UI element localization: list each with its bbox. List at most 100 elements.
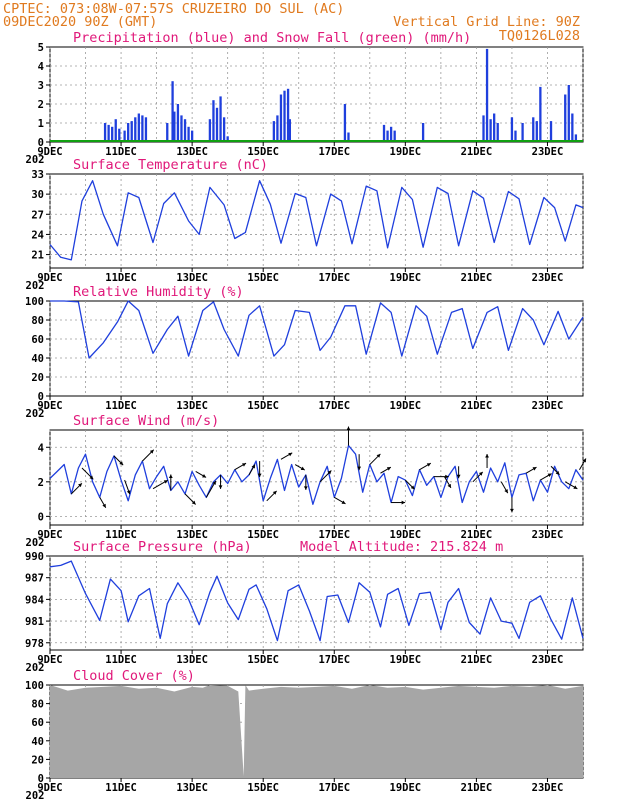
station-header: CPTEC: 073:08W-07:57S CRUZEIRO DO SUL (A… — [3, 1, 344, 17]
precip-bar — [180, 115, 183, 142]
precip-bar — [386, 130, 389, 142]
precip-bar — [389, 126, 393, 142]
wind-arrow — [234, 462, 247, 471]
x-tick-label: 11DEC — [105, 529, 137, 541]
wind-arrow-head — [426, 463, 431, 467]
y-tick-label: 0 — [38, 773, 44, 785]
year-label: 202 — [26, 408, 45, 420]
y-tick-label: 990 — [25, 551, 44, 563]
y-tick-label: 20 — [31, 372, 44, 384]
precip-bar — [111, 126, 114, 142]
wind-arrow — [540, 473, 552, 481]
wind-arrow-head — [445, 474, 449, 479]
wind-arrow — [404, 479, 415, 490]
x-tick-label: 21DEC — [461, 782, 493, 794]
wind-arrow-head — [582, 458, 586, 463]
x-tick-label: 11DEC — [105, 146, 137, 158]
x-tick-label: 23DEC — [532, 400, 564, 412]
year-label: 202 — [26, 662, 45, 674]
x-tick-label: 13DEC — [176, 529, 208, 541]
precip-bar — [496, 123, 499, 142]
precip-bar — [567, 85, 570, 142]
wind-frame — [49, 429, 584, 526]
precip-bar — [137, 113, 140, 142]
wind-arrow — [579, 458, 587, 470]
wind-arrow-head — [346, 426, 351, 431]
y-tick-label: 5 — [38, 42, 44, 54]
x-tick-label: 21DEC — [461, 400, 493, 412]
wind-arrow-head — [532, 467, 537, 471]
wind-arrow-head — [341, 500, 346, 504]
x-tick-label: 9DEC — [37, 146, 62, 158]
temp-panel: 21 24 27 30 33 9DEC 11DEC 13DEC 15DEC 17DEC 19DEC 2… — [26, 157, 584, 292]
x-tick-label: 17DEC — [318, 272, 350, 284]
wind-arrow-head — [410, 485, 415, 490]
precip-bar — [127, 123, 130, 142]
cloud-panel: 0 20 40 60 80 100 9DEC 11DEC 13DEC 15DEC 17DEC 19DE… — [25, 668, 584, 800]
panels: 0 1 2 3 4 5 9DEC 11DEC 13DEC 15DEC 17DEC 19DEC 21DEC… — [25, 30, 587, 800]
y-tick-label: 3 — [38, 80, 44, 92]
wind-arrow-head — [456, 474, 461, 479]
wind-arrow — [303, 474, 308, 490]
wind-arrow — [248, 464, 256, 476]
precip-bar — [532, 117, 535, 142]
x-tick-label: 15DEC — [247, 654, 279, 666]
wind-arrow — [319, 470, 332, 483]
precip-bar — [288, 119, 291, 142]
model-code: TQ0126L028 — [499, 28, 580, 44]
y-tick-label: 20 — [31, 754, 44, 766]
precip-bar — [190, 130, 194, 142]
precip-bar — [219, 96, 222, 142]
precip-bar — [283, 90, 286, 142]
rh-frame — [49, 300, 584, 397]
precip-bar — [347, 132, 350, 142]
x-tick-label: 13DEC — [176, 146, 208, 158]
wind-arrow-head — [401, 500, 406, 505]
y-tick-label: 4 — [38, 442, 44, 454]
wind-arrow — [195, 471, 207, 478]
y-tick-label: 40 — [31, 736, 44, 748]
y-tick-label: 0 — [38, 137, 44, 149]
x-tick-label: 13DEC — [176, 782, 208, 794]
precip-bar — [103, 123, 107, 142]
x-tick-label: 15DEC — [247, 146, 279, 158]
pres-panel: 978 981 984 987 990 9DEC 11DEC 13DEC 15DEC 17DEC 1… — [25, 539, 584, 674]
precip-bar — [276, 115, 279, 142]
x-tick-label: 17DEC — [318, 654, 350, 666]
x-tick-label: 11DEC — [105, 782, 137, 794]
pres-series-line — [49, 560, 584, 642]
x-tick-label: 17DEC — [318, 529, 350, 541]
precip-bar — [549, 121, 553, 142]
wind-arrow — [205, 480, 217, 498]
wind-arrow-head — [272, 490, 277, 495]
wind-arrow-head — [242, 463, 247, 467]
x-tick-label: 15DEC — [247, 529, 279, 541]
precip-bar — [166, 123, 169, 142]
wind-arrow-head — [89, 475, 94, 480]
pres-title: Surface Pressure (hPa) — [73, 539, 252, 555]
wind-arrow — [113, 455, 124, 466]
x-tick-label: 17DEC — [318, 782, 350, 794]
y-tick-label: 2 — [38, 99, 44, 111]
y-tick-label: 30 — [31, 189, 44, 201]
wind-arrow-head — [376, 453, 381, 458]
wind-arrow-head — [163, 480, 168, 484]
precip-bar — [215, 107, 219, 142]
precip-bar — [171, 81, 174, 142]
precip-bar — [485, 48, 489, 142]
x-tick-label: 23DEC — [532, 272, 564, 284]
precip-bar — [286, 88, 290, 142]
precip-bar — [393, 130, 396, 142]
y-tick-label: 100 — [25, 296, 44, 308]
precip-bar — [382, 124, 386, 142]
precip-bar — [183, 119, 187, 142]
x-tick-label: 23DEC — [532, 782, 564, 794]
wind-arrow-head — [119, 461, 124, 466]
precip-title: Precipitation (blue) and Snow Fall (gree… — [73, 30, 471, 46]
x-tick-label: 23DEC — [532, 529, 564, 541]
x-tick-label: 19DEC — [390, 782, 422, 794]
wind-arrow-head — [447, 483, 451, 488]
y-tick-label: 27 — [31, 209, 44, 221]
wind-arrow-head — [300, 466, 305, 471]
x-tick-label: 15DEC — [247, 400, 279, 412]
